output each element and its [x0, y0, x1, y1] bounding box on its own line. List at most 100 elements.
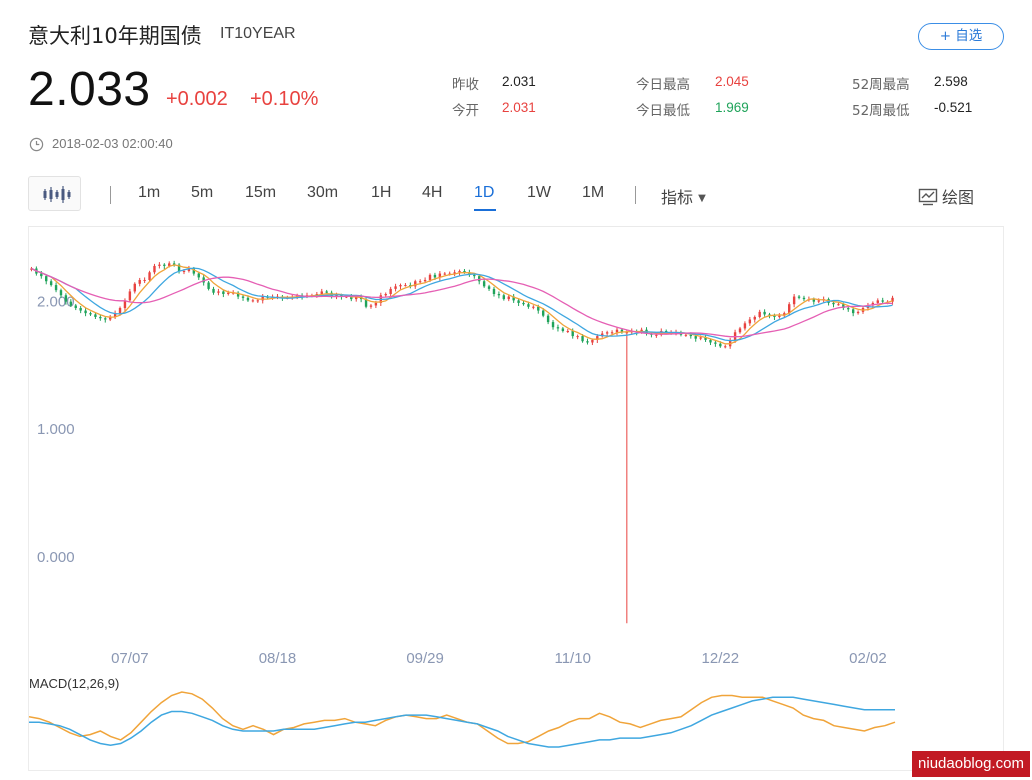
candle-body [601, 333, 604, 337]
indicator-label: 指标 [661, 188, 694, 207]
candle-body [546, 315, 550, 323]
candle-body [507, 296, 510, 300]
chart-type-button[interactable] [28, 176, 81, 211]
candle-body [69, 301, 73, 306]
candle-body [202, 277, 205, 283]
caret-down-icon: ▼ [698, 193, 706, 204]
x-tick-label: 08/18 [259, 650, 297, 667]
ma-mid-line [31, 267, 893, 342]
price-chart[interactable]: 2.000 1.000 0.000 07/07 08/18 09/29 11/10 12/2… [28, 227, 1005, 772]
candle-body [561, 328, 565, 331]
candle-body [394, 286, 397, 289]
candle-body [453, 272, 456, 274]
candle-body [851, 309, 855, 314]
watermark: niudaoblog.com [912, 751, 1030, 777]
candle-body [89, 313, 92, 315]
candle-body [748, 319, 752, 324]
candle-body [551, 322, 555, 328]
indicator-dropdown[interactable]: 指标 ▼ [661, 184, 706, 208]
candle-body [143, 279, 146, 281]
clock-icon [29, 137, 44, 152]
candle-body [689, 334, 693, 337]
candle-body [246, 297, 250, 301]
period-1h[interactable]: 1H [371, 184, 392, 201]
stat-value-52w-high: 2.598 [934, 74, 968, 89]
candle-body [163, 264, 166, 266]
price-change: +0.002 [166, 88, 228, 110]
candle-body [802, 297, 806, 300]
candle-body [384, 294, 387, 296]
period-30m[interactable]: 30m [307, 184, 339, 201]
candle-body [763, 311, 766, 315]
candle-body [118, 308, 122, 314]
candle-body [236, 292, 240, 297]
toolbar-divider [110, 186, 111, 204]
candle-body [158, 264, 161, 266]
macd-line [28, 691, 896, 745]
chart-frame[interactable]: 2.000 1.000 0.000 07/07 08/18 09/29 11/10 12/2… [28, 226, 1004, 771]
candle-body [522, 302, 525, 305]
candle-body [128, 291, 132, 301]
period-1w[interactable]: 1W [527, 184, 551, 201]
candle-body [468, 272, 471, 275]
candle-body [192, 268, 196, 274]
candle-body [532, 306, 535, 308]
instrument-title: 意大利10年期国债 [28, 24, 202, 48]
candle-body [133, 283, 136, 292]
candle-body [138, 279, 141, 284]
stat-value-prev-close: 2.031 [502, 74, 536, 89]
candle-body [404, 285, 407, 287]
candle-body [605, 332, 609, 334]
candle-body [256, 300, 260, 302]
candle-body [502, 295, 506, 300]
candle-body [591, 339, 594, 343]
candle-body [788, 304, 791, 314]
candle-body [556, 327, 560, 329]
candle-body [753, 316, 756, 320]
candle-body [241, 296, 245, 298]
candle-body [704, 337, 707, 340]
period-4h[interactable]: 4H [422, 184, 443, 201]
stat-label-prev-close: 昨收 [452, 77, 479, 93]
candle-body [773, 315, 776, 317]
x-tick-label: 07/07 [111, 650, 149, 667]
candle-body [537, 306, 540, 311]
candle-body [758, 311, 761, 317]
candle-body [891, 297, 894, 302]
stat-value-day-high: 2.045 [715, 74, 749, 89]
candle-body [355, 296, 358, 300]
ma-long-line [31, 267, 893, 338]
stat-label-52w-low: 52周最低 [852, 103, 910, 119]
candle-body [227, 292, 230, 294]
add-watchlist-button[interactable]: + 自选 [918, 23, 1004, 50]
candle-body [399, 285, 402, 287]
candle-body [79, 308, 82, 311]
candle-body [168, 263, 171, 266]
candle-body [54, 285, 58, 291]
candle-body [837, 304, 840, 306]
period-1m[interactable]: 1m [138, 184, 161, 201]
candle-body [586, 341, 589, 343]
macd-signal-line [29, 696, 895, 748]
candle-body [478, 276, 481, 282]
period-5m[interactable]: 5m [191, 184, 214, 201]
candle-body [714, 342, 717, 344]
period-1mo[interactable]: 1M [582, 184, 605, 201]
candle-body [84, 310, 87, 314]
period-15m[interactable]: 15m [245, 184, 277, 201]
candle-body [566, 331, 569, 332]
candle-body [443, 273, 446, 275]
candle-body [541, 310, 545, 316]
candle-body [325, 291, 328, 293]
y-tick-label: 0.000 [37, 549, 75, 566]
candle-body [856, 311, 860, 314]
candle-body [374, 302, 378, 306]
candle-body [571, 331, 574, 337]
candle-body [842, 304, 845, 309]
candle-body [187, 268, 191, 272]
y-tick-label: 2.000 [37, 294, 75, 311]
draw-tool-button[interactable]: 绘图 [918, 184, 974, 208]
candle-body [881, 300, 884, 302]
candle-body [320, 291, 323, 294]
period-1d[interactable]: 1D [474, 184, 495, 201]
